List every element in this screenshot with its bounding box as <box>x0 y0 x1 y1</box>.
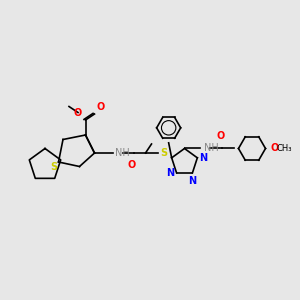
Text: S: S <box>50 161 58 172</box>
Text: O: O <box>216 131 225 141</box>
Text: O: O <box>97 103 105 112</box>
Text: O: O <box>270 143 278 154</box>
Text: N: N <box>166 168 174 178</box>
Text: N: N <box>199 153 207 163</box>
Text: NH: NH <box>204 143 219 154</box>
Text: CH₃: CH₃ <box>277 144 292 153</box>
Text: NH: NH <box>116 148 130 158</box>
Text: S: S <box>160 148 167 158</box>
Text: N: N <box>188 176 196 186</box>
Text: O: O <box>74 107 82 118</box>
Text: O: O <box>128 160 136 170</box>
